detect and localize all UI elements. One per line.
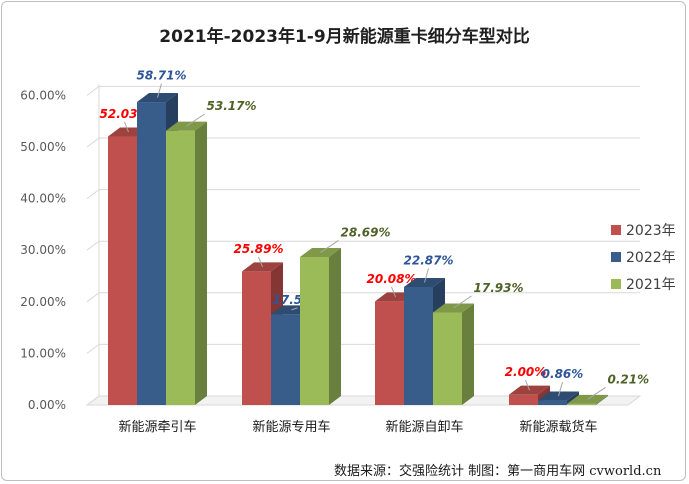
category-label: 新能源载货车	[519, 419, 597, 435]
bar-3-2	[300, 256, 329, 405]
bar-side	[567, 391, 579, 405]
bar-1-2	[242, 271, 271, 405]
category-label: 新能源专用车	[252, 419, 330, 435]
legend-label-2021: 2021年	[626, 277, 676, 293]
gridline	[86, 189, 640, 200]
data-label: 20.08%	[367, 272, 417, 286]
legend: 2023年 2022年 2021年	[611, 220, 676, 301]
legend-item-2023: 2023年	[611, 220, 676, 240]
data-label-leader	[258, 256, 263, 268]
category-label: 新能源自卸车	[385, 419, 463, 435]
data-label: 0.86%	[542, 367, 584, 381]
data-label-leader	[453, 295, 472, 309]
data-label-leader	[320, 240, 339, 253]
data-label-leader	[124, 121, 129, 133]
y-tick-label: 0.00%	[28, 398, 66, 412]
bar-2-3	[404, 286, 433, 405]
data-label: 2.00%	[505, 365, 547, 379]
chart-title: 2021年-2023年1-9月新能源重卡细分车型对比	[159, 27, 530, 47]
legend-label-2023: 2023年	[626, 223, 676, 239]
bar-top	[166, 121, 207, 131]
bar-side	[329, 247, 341, 405]
data-label-leader	[186, 113, 205, 127]
data-label: 28.69%	[341, 225, 391, 239]
gridline	[86, 85, 640, 96]
source-note: 数据来源：交强险统计 制图：第一商用车网 cvworld.cn	[334, 464, 662, 479]
data-label-leader	[424, 268, 429, 283]
data-label-leader	[291, 307, 298, 311]
gridline	[86, 240, 640, 251]
y-tick-label: 40.00%	[20, 192, 66, 206]
data-label-leader	[558, 381, 563, 397]
legend-item-2022: 2022年	[611, 247, 676, 267]
data-label: 58.71%	[137, 69, 187, 83]
data-label: 22.87%	[404, 253, 454, 267]
data-label-leader	[525, 379, 530, 391]
bar-1-1	[108, 136, 137, 405]
bar-3-1	[166, 130, 195, 405]
data-label: 52.03%	[100, 107, 150, 121]
y-tick-label: 30.00%	[20, 243, 66, 257]
bar-side	[195, 121, 207, 406]
bar-1-4	[509, 394, 538, 405]
y-tick-label: 50.00%	[20, 140, 66, 154]
data-label-leader	[587, 387, 606, 400]
bar-2-2	[271, 314, 300, 405]
data-label: 17.93%	[474, 281, 524, 295]
gridline	[86, 292, 640, 303]
data-label: 25.89%	[234, 242, 284, 256]
bar-3-4	[567, 403, 596, 405]
bar-2-4	[538, 400, 567, 405]
bar-3-3	[433, 312, 462, 405]
y-tick-label: 20.00%	[20, 295, 66, 309]
y-tick-label: 10.00%	[20, 346, 66, 360]
category-label: 新能源牵引车	[118, 419, 196, 435]
bar-2-1	[137, 102, 166, 405]
data-label-leader	[391, 286, 396, 298]
bar-side	[462, 303, 474, 405]
data-label: 0.21%	[608, 372, 650, 386]
data-label: 53.17%	[207, 99, 257, 113]
legend-swatch-2023	[611, 225, 621, 235]
data-label-leader	[157, 83, 162, 98]
gridline	[86, 137, 640, 148]
bar-1-3	[375, 301, 404, 405]
y-tick-label: 60.00%	[20, 88, 66, 102]
legend-label-2022: 2022年	[626, 250, 676, 266]
legend-swatch-2022	[611, 252, 621, 262]
legend-swatch-2021	[611, 279, 621, 289]
legend-item-2021: 2021年	[611, 274, 676, 294]
bar-side	[596, 394, 608, 405]
